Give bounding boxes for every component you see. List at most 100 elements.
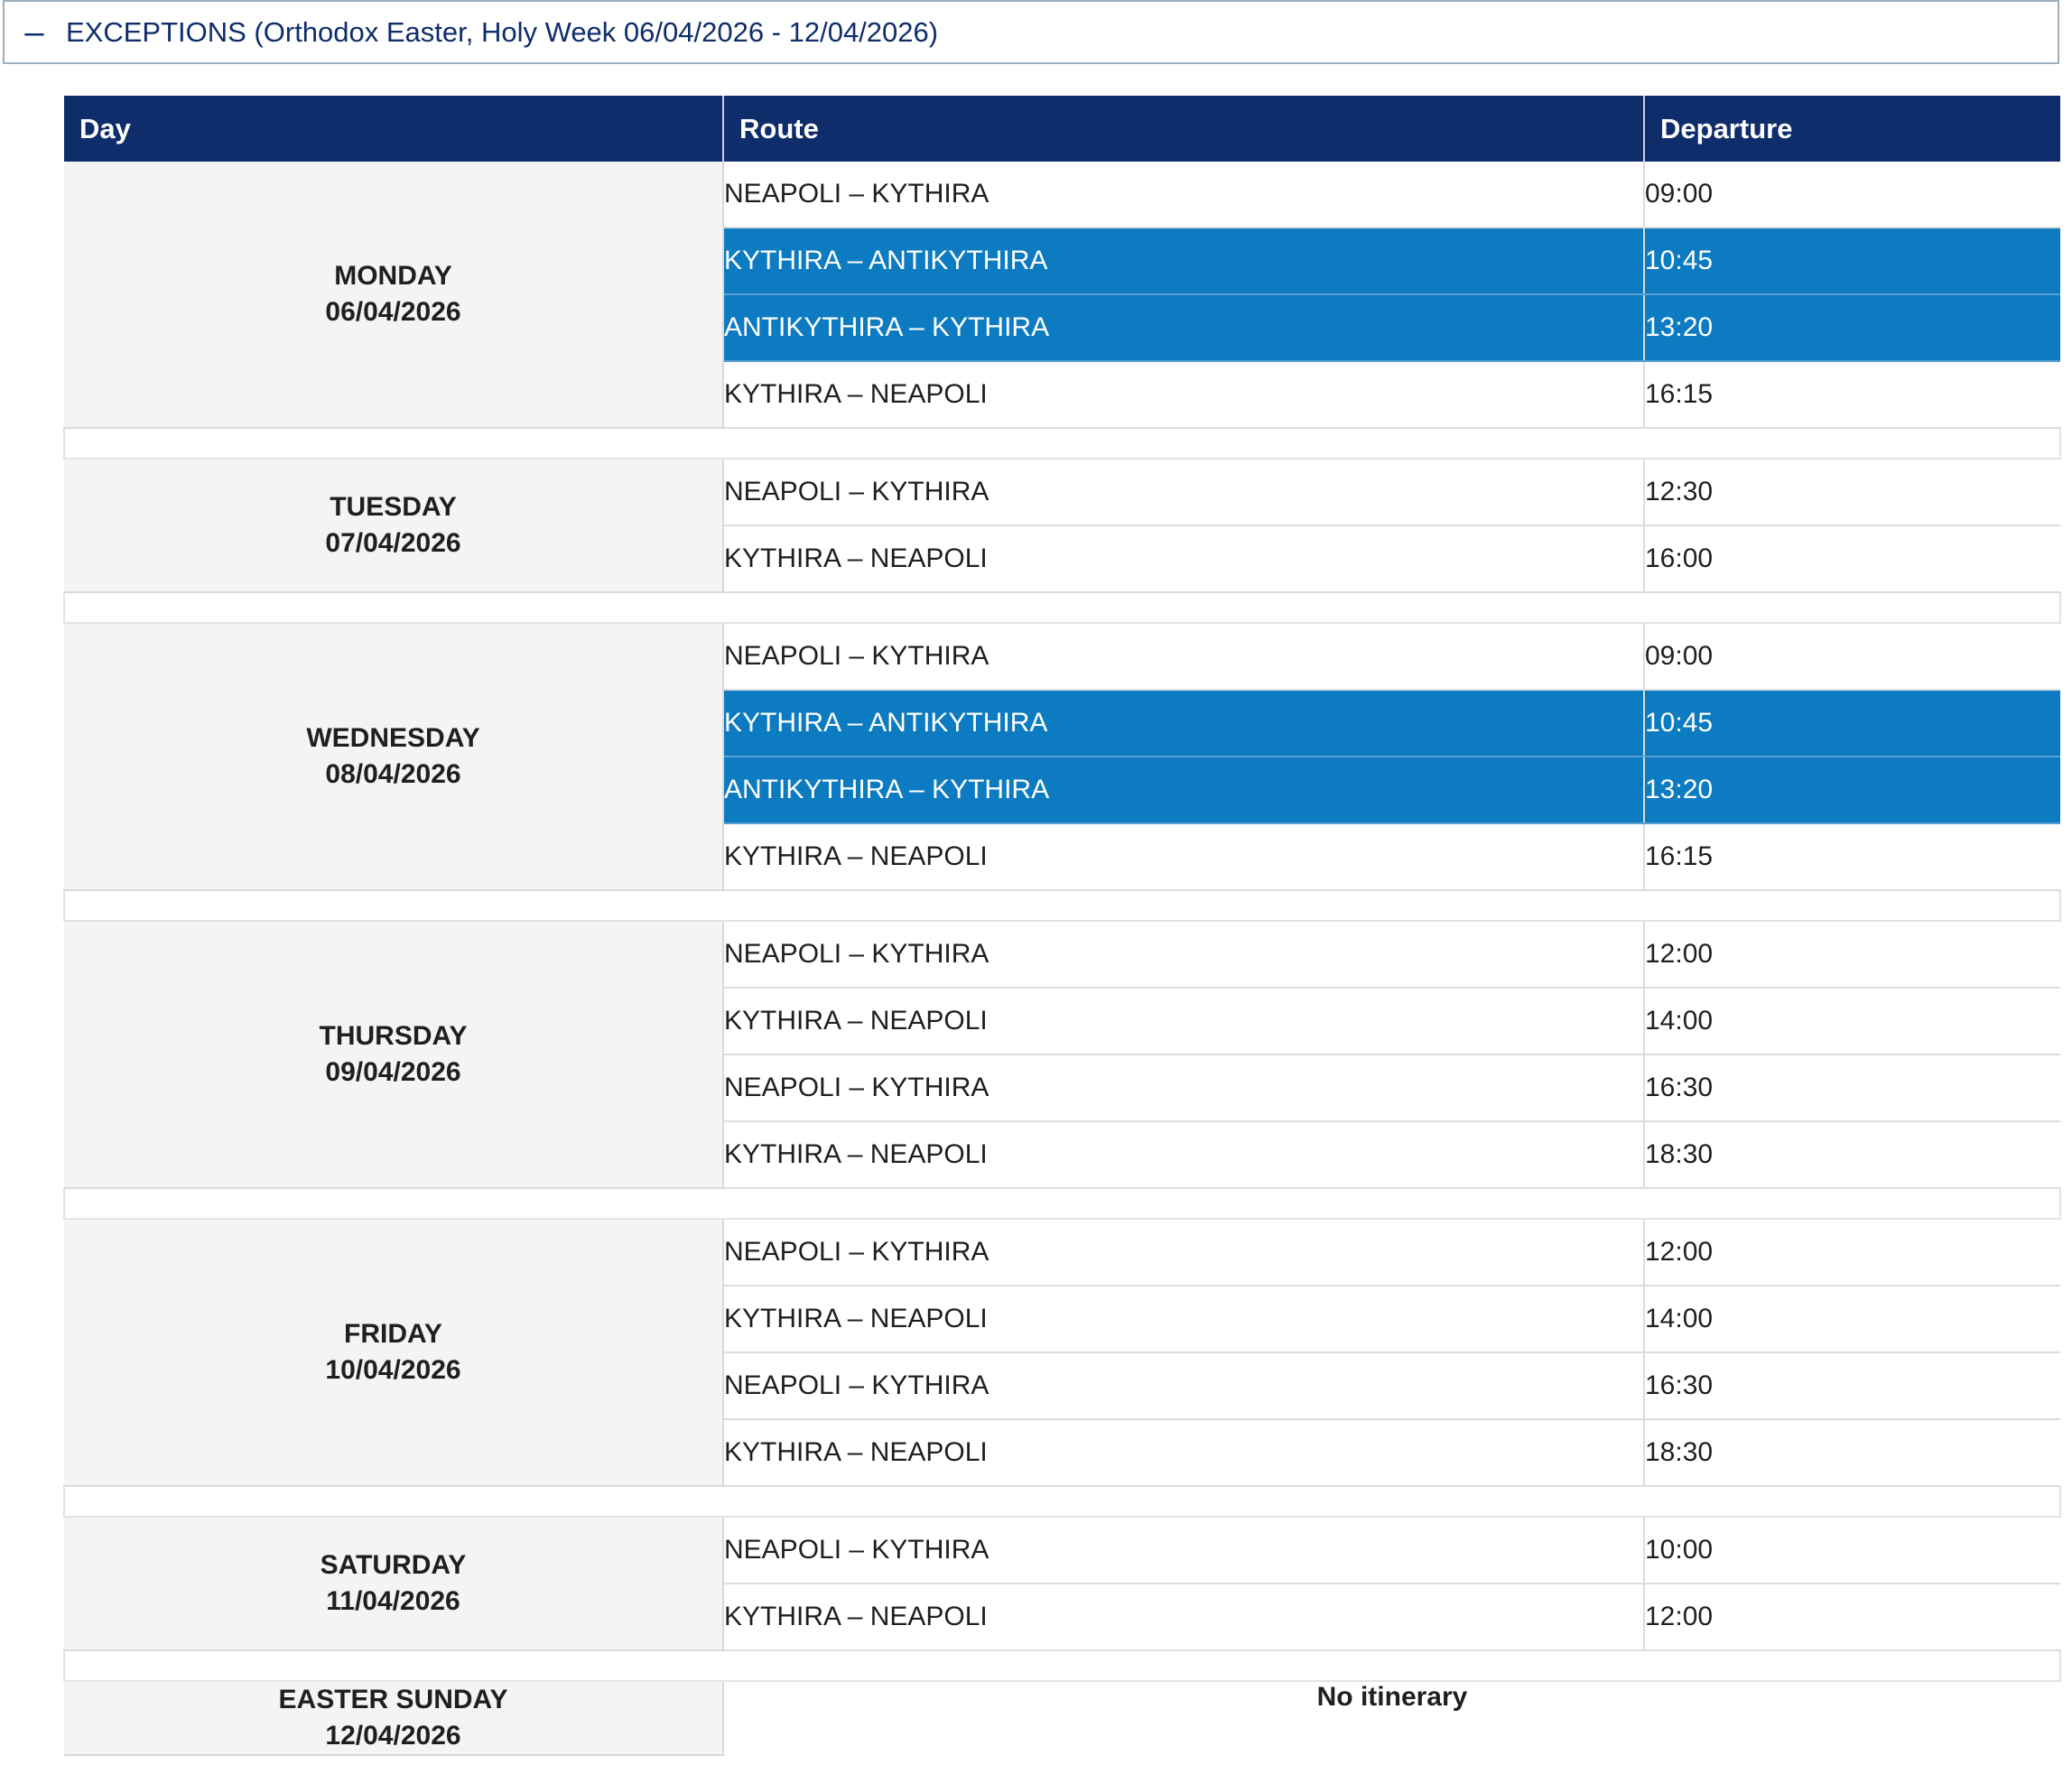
column-header-departure: Departure [1643,96,2060,162]
route-cell: KYTHIRA – NEAPOLI [723,988,1644,1055]
departure-cell: 16:30 [1643,1054,2060,1122]
day-cell: SATURDAY 11/04/2026 [64,1517,724,1651]
day-date: 11/04/2026 [326,1586,460,1616]
day-separator [63,1650,2061,1682]
table-row: EASTER SUNDAY 12/04/2026 No itinerary [64,1681,2060,1756]
departure-cell: 14:00 [1643,1286,2060,1353]
table-row: KYTHIRA – NEAPOLI 14:00 [64,1286,2060,1353]
departure-cell: 13:20 [1643,294,2060,362]
day-cell: THURSDAY 09/04/2026 [64,921,724,1189]
exceptions-title: EXCEPTIONS (Orthodox Easter, Holy Week 0… [66,15,939,48]
route-cell: KYTHIRA – NEAPOLI [723,1584,1644,1651]
day-name: FRIDAY [344,1319,442,1349]
departure-cell: 13:20 [1643,757,2060,824]
departure-cell: 18:30 [1643,1121,2060,1189]
table-row: THURSDAY 09/04/2026 NEAPOLI – KYTHIRA 12:00 [64,921,2060,1189]
day-cell: FRIDAY 10/04/2026 [64,1219,724,1487]
route-cell: NEAPOLI – KYTHIRA [723,162,1644,228]
route-cell: KYTHIRA – NEAPOLI [723,525,1644,593]
departure-cell: 18:30 [1643,1419,2060,1487]
day-date: 08/04/2026 [325,759,461,789]
table-header-row: Day Route Departure [64,96,2060,162]
route-cell: KYTHIRA – NEAPOLI [723,1286,1644,1353]
route-cell: KYTHIRA – ANTIKYTHIRA [723,228,1644,295]
table-row: SATURDAY 11/04/2026 NEAPOLI – KYTHIRA 10:00 [64,1517,2060,1651]
table-row: KYTHIRA – NEAPOLI 12:00 [64,1584,2060,1651]
day-separator [63,1486,2061,1518]
route-cell: ANTIKYTHIRA – KYTHIRA [723,294,1644,362]
separator-cell [63,890,2061,922]
table-row: KYTHIRA – ANTIKYTHIRA 10:45 [64,690,2060,757]
route-cell: NEAPOLI – KYTHIRA [723,1219,1644,1287]
collapse-minus-icon[interactable]: – [24,13,44,51]
route-cell: KYTHIRA – ANTIKYTHIRA [723,690,1644,757]
day-date: 12/04/2026 [325,1721,461,1751]
table-row: KYTHIRA – ANTIKYTHIRA 10:45 [64,228,2060,295]
departure-cell: 12:30 [1643,459,2060,526]
route-cell: NEAPOLI – KYTHIRA [723,459,1644,526]
table-row: ANTIKYTHIRA – KYTHIRA 13:20 [64,294,2060,362]
day-name: EASTER SUNDAY [278,1685,508,1714]
table-row: KYTHIRA – NEAPOLI 18:30 [64,1419,2060,1487]
route-cell: KYTHIRA – NEAPOLI [723,823,1644,891]
route-cell: KYTHIRA – NEAPOLI [723,1419,1644,1487]
route-cell: NEAPOLI – KYTHIRA [723,623,1644,691]
table-row: KYTHIRA – NEAPOLI 14:00 [64,988,2060,1055]
table-row: KYTHIRA – NEAPOLI 16:00 [64,525,2060,593]
route-cell: KYTHIRA – NEAPOLI [723,361,1644,429]
table-row: MONDAY 06/04/2026 NEAPOLI – KYTHIRA 09:00 [64,162,2060,429]
departure-cell: 09:00 [1643,162,2060,228]
no-itinerary-cell: No itinerary [723,1681,2060,1755]
day-name: THURSDAY [319,1021,468,1051]
route-cell: NEAPOLI – KYTHIRA [723,921,1644,989]
departure-cell: 12:00 [1643,1219,2060,1287]
route-cell: ANTIKYTHIRA – KYTHIRA [723,757,1644,824]
day-name: MONDAY [334,261,452,291]
route-cell: NEAPOLI – KYTHIRA [723,1352,1644,1420]
day-name: TUESDAY [330,492,457,522]
table-row: KYTHIRA – NEAPOLI 16:15 [64,823,2060,891]
column-header-route: Route [722,96,1644,162]
departure-cell: 10:45 [1643,690,2060,757]
table-row: WEDNESDAY 08/04/2026 NEAPOLI – KYTHIRA 09:0… [64,623,2060,891]
departure-cell: 14:00 [1643,988,2060,1055]
departure-cell: 16:30 [1643,1352,2060,1420]
schedule-table: Day Route Departure MONDAY 06/04/2026 NEAP… [63,96,2061,1756]
day-cell: TUESDAY 07/04/2026 [64,459,724,593]
departure-cell: 12:00 [1643,921,2060,989]
day-cell: MONDAY 06/04/2026 [64,162,724,429]
separator-cell [63,592,2061,624]
day-name: SATURDAY [320,1550,467,1580]
day-separator [63,428,2061,460]
day-name: WEDNESDAY [306,723,480,753]
separator-cell [63,1650,2061,1682]
departure-cell: 10:45 [1643,228,2060,295]
table-row: ANTIKYTHIRA – KYTHIRA 13:20 [64,757,2060,824]
route-cell: NEAPOLI – KYTHIRA [723,1517,1644,1584]
departure-cell: 12:00 [1643,1584,2060,1651]
table-row: NEAPOLI – KYTHIRA 16:30 [64,1352,2060,1420]
table-row: KYTHIRA – NEAPOLI 16:15 [64,361,2060,429]
route-cell: NEAPOLI – KYTHIRA [723,1054,1644,1122]
schedule-body: MONDAY 06/04/2026 NEAPOLI – KYTHIRA 09:00 KY… [63,162,2061,1756]
departure-cell: 16:15 [1643,361,2060,429]
day-separator [63,890,2061,922]
separator-cell [63,428,2061,460]
day-date: 10/04/2026 [325,1355,461,1385]
table-row: TUESDAY 07/04/2026 NEAPOLI – KYTHIRA 12:30 [64,459,2060,593]
separator-cell [63,1188,2061,1220]
day-cell: WEDNESDAY 08/04/2026 [64,623,724,891]
departure-cell: 16:00 [1643,525,2060,593]
separator-cell [63,1486,2061,1518]
day-separator [63,592,2061,624]
day-cell: EASTER SUNDAY 12/04/2026 [64,1681,724,1756]
route-cell: KYTHIRA – NEAPOLI [723,1121,1644,1189]
exceptions-accordion-header[interactable]: – EXCEPTIONS (Orthodox Easter, Holy Week… [3,0,2059,64]
table-row: FRIDAY 10/04/2026 NEAPOLI – KYTHIRA 12:00 [64,1219,2060,1487]
day-date: 07/04/2026 [325,528,461,558]
table-row: KYTHIRA – NEAPOLI 18:30 [64,1121,2060,1189]
day-date: 06/04/2026 [325,297,461,327]
departure-cell: 10:00 [1643,1517,2060,1584]
table-row: NEAPOLI – KYTHIRA 16:30 [64,1054,2060,1122]
departure-cell: 16:15 [1643,823,2060,891]
